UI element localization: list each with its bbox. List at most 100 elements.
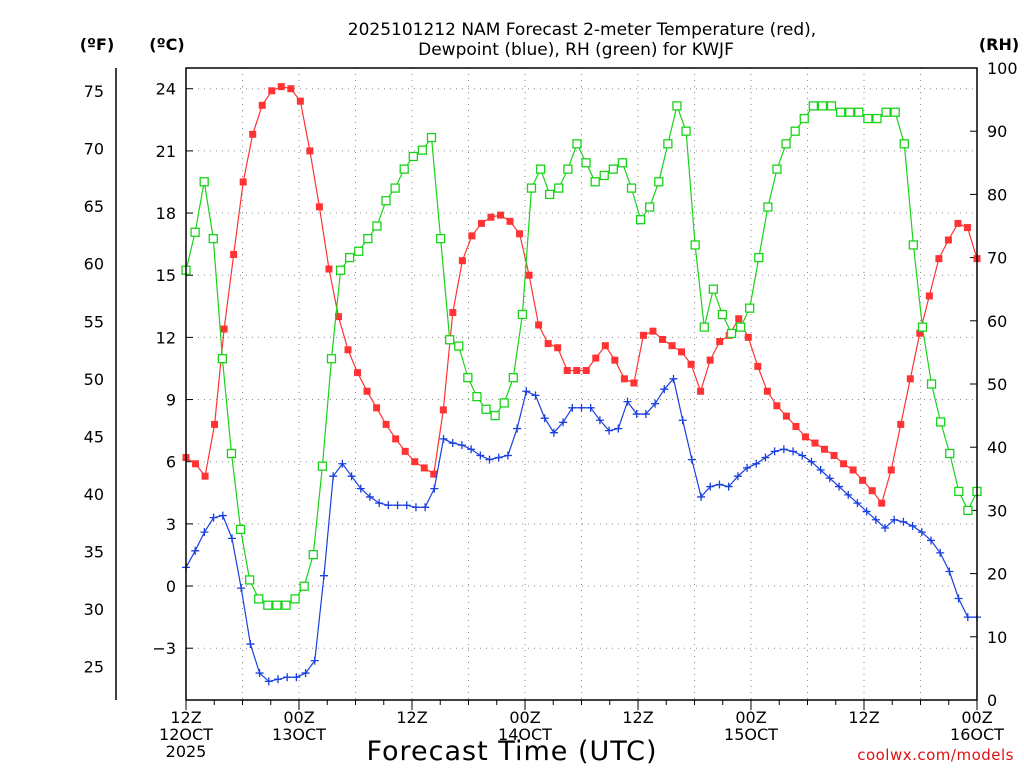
2-meter-temperature-point [249,130,257,138]
2-meter-temperature-point [716,338,724,346]
dewpoint-point [485,455,494,464]
rh-point [308,549,318,560]
rh-point [899,139,909,149]
rh-point [454,341,464,351]
2-meter-temperature-point [944,236,952,244]
dewpoint-point [283,673,292,682]
2-meter-temperature-point [792,422,800,430]
rh-point [699,322,709,332]
rh-tick-label: 70 [987,249,1007,268]
2-meter-temperature-point [906,375,914,383]
dewpoint-point [862,507,871,516]
2-meter-temperature-point [925,292,933,300]
dewpoint-point [365,492,374,501]
dewpoint-point [669,374,678,383]
2-meter-temperature-point [573,367,581,375]
dewpoint-point [255,669,264,678]
x-tick-label: 12Z [170,708,201,727]
2-meter-temperature-point [697,387,705,395]
dewpoint-point [568,403,577,412]
x-axis-title: Forecast Time (UTC) [366,736,657,767]
rh-point [372,221,382,231]
dewpoint-point [927,536,936,545]
2-meter-temperature-point [582,367,590,375]
fahrenheit-tick-label: 70 [84,140,104,159]
rh-point [763,202,773,212]
rh-point [890,107,900,117]
x-tick-label: 12Z [622,708,653,727]
rh-point [854,107,864,117]
celsius-unit-label: (ºC) [149,35,184,54]
rh-point [845,107,855,117]
dewpoint-point [789,447,798,456]
dewpoint-point [301,669,310,678]
2-meter-temperature-point [678,348,686,356]
rh-point [863,113,873,124]
rh-point [745,303,755,313]
rh-point [426,132,437,143]
2-meter-temperature-point [392,435,400,443]
2-meter-temperature-point [401,447,409,455]
rh-point [526,183,537,193]
rh-point [654,177,664,187]
2-meter-temperature-point [868,487,876,495]
x-tick-label: 00Z [509,708,540,727]
2-meter-temperature-point [849,466,857,474]
2-meter-temperature-point [306,147,314,155]
rh-point [681,126,691,136]
2-meter-temperature-point [668,342,676,350]
2-meter-temperature-point [411,458,419,466]
x-tick-label: 00Z [283,708,314,727]
dewpoint-point [770,447,779,456]
dewpoint-point [816,465,825,474]
2-meter-temperature-point [477,219,485,227]
2-meter-temperature-point [916,329,924,337]
fahrenheit-tick-label: 55 [84,312,104,331]
2-meter-temperature-point [963,224,971,232]
2-meter-temperature-point [363,387,371,395]
dewpoint-point [421,503,430,512]
dewpoint-point [494,453,503,462]
dewpoint-point [917,528,926,537]
rh-point [244,575,255,585]
dewpoint-point [761,453,770,462]
dewpoint-point [577,403,586,412]
2-meter-temperature-series [182,83,981,507]
rh-tick-label: 30 [987,501,1007,520]
2-meter-temperature-point [592,354,600,362]
2-meter-temperature-point [344,346,352,354]
rh-point [672,101,682,111]
rh-point [599,170,609,181]
rh-point [517,309,528,320]
dewpoint-point [632,410,641,419]
dewpoint-point [273,675,282,684]
2-meter-temperature-point [620,375,628,383]
dewpoint-point [347,472,356,481]
dewpoint-point [310,656,319,665]
2-meter-temperature-point [496,211,504,219]
dewpoint-point [356,484,365,493]
axes: −3 0 3 6 9 12 15 18 21 24 25 30 35 40 45 50 55 60 65 70 75 0 1… [84,59,1018,761]
rh-point [363,233,373,244]
dewpoint-point [292,673,301,682]
rh-tick-label: 80 [987,185,1007,204]
2-meter-temperature-point [763,387,771,395]
rh-point [772,164,782,174]
2-meter-temperature-point [487,213,495,221]
dewpoint-series [182,374,981,686]
2-meter-temperature-point [744,333,752,341]
dewpoint-point [411,503,420,512]
rh-point [281,600,291,610]
rh-point [799,113,809,124]
rh-point [881,107,891,117]
rh-series [181,101,982,610]
2-meter-temperature-point [296,97,304,105]
2-meter-temperature-point [897,420,905,428]
2-meter-temperature-point [192,460,200,468]
dewpoint-point [733,472,742,481]
2-meter-temperature-point [773,402,781,410]
dewpoint-point [724,482,733,491]
dewpoint-point [402,501,411,510]
series [181,83,982,686]
